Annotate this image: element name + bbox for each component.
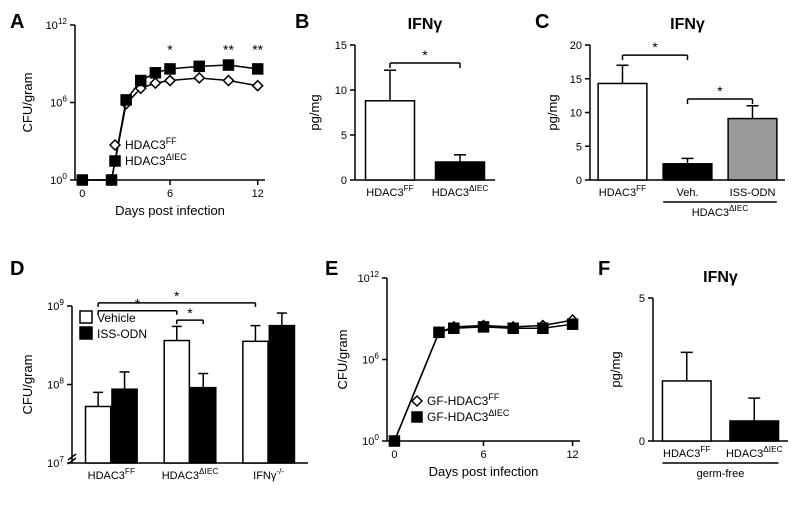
figure: { "panels": { "A": { "label": "A", "type…	[0, 0, 800, 523]
panel-c-svg: IFNγ 0 5 10 15 20 HDAC3FF Veh. ISS-ODN * * HDAC3ΔIE…	[535, 5, 795, 245]
svg-text:HDAC3FF: HDAC3FF	[663, 445, 710, 460]
svg-text:5: 5	[576, 141, 582, 153]
svg-text:HDAC3ΔIEC: HDAC3ΔIEC	[432, 184, 489, 199]
panel-f-svg: IFNγ 0 5 HDAC3FF HDAC3ΔIEC germ-free pg/mg	[598, 258, 798, 520]
svg-text:6: 6	[480, 449, 486, 461]
panel-label-c: C	[535, 11, 549, 34]
svg-text:*: *	[135, 296, 141, 312]
svg-text:IFNγ: IFNγ	[408, 16, 443, 33]
svg-text:100: 100	[50, 172, 67, 187]
svg-text:6: 6	[167, 188, 173, 200]
svg-text:Vehicle: Vehicle	[97, 311, 136, 325]
svg-text:*: *	[174, 288, 180, 304]
svg-text:pg/mg: pg/mg	[545, 94, 560, 130]
svg-text:Days post infection: Days post infection	[115, 203, 225, 218]
svg-text:*: *	[652, 39, 658, 55]
svg-text:5: 5	[341, 130, 347, 142]
svg-text:20: 20	[570, 40, 582, 52]
svg-text:CFU/gram: CFU/gram	[20, 355, 35, 415]
svg-text:CFU/gram: CFU/gram	[335, 330, 350, 390]
svg-text:0: 0	[576, 175, 582, 187]
svg-text:CFU/gram: CFU/gram	[20, 73, 35, 133]
svg-text:ISS-ODN: ISS-ODN	[730, 187, 776, 199]
svg-text:ISS-ODN: ISS-ODN	[97, 327, 147, 341]
svg-text:germ-free: germ-free	[697, 468, 745, 480]
svg-text:100: 100	[362, 433, 379, 448]
svg-text:IFNγ-/-: IFNγ-/-	[253, 467, 284, 482]
panel-e-svg: 100 106 1012 0 6 12 GF-HDAC3FFGF-HDAC3ΔIEC CFU/…	[325, 258, 590, 520]
svg-text:15: 15	[335, 40, 347, 52]
svg-text:*: *	[422, 47, 428, 63]
svg-text:107: 107	[47, 455, 64, 470]
panel-label-b: B	[295, 11, 309, 34]
panel-label-f: F	[598, 258, 610, 281]
svg-text:pg/mg: pg/mg	[608, 351, 623, 387]
panel-c: C IFNγ 0 5 10 15 20 HDAC3FF Veh. ISS-ODN * * HDAC3Δ…	[535, 5, 795, 245]
svg-text:Days post infection: Days post infection	[429, 464, 539, 479]
svg-text:HDAC3ΔIEC: HDAC3ΔIEC	[692, 204, 749, 219]
panel-d: D 107108109HDAC3FFHDAC3ΔIECIFNγ-/-***Veh…	[10, 258, 315, 520]
panel-e: E 100 106 1012 0 6 12 GF-HDAC3FFGF-HDAC3ΔIEC CF…	[325, 258, 590, 520]
svg-text:0: 0	[639, 436, 645, 448]
svg-text:109: 109	[47, 298, 64, 313]
svg-text:*: *	[187, 305, 193, 321]
panel-b-svg: IFNγ 0 5 10 15 HDAC3FF HDAC3ΔIEC * pg/mg	[295, 5, 510, 245]
svg-text:*: *	[167, 42, 173, 58]
svg-text:GF-HDAC3ΔIEC: GF-HDAC3ΔIEC	[427, 408, 510, 424]
svg-text:0: 0	[79, 188, 85, 200]
svg-text:106: 106	[50, 95, 67, 110]
svg-text:10: 10	[570, 108, 582, 120]
svg-text:HDAC3FF: HDAC3FF	[599, 184, 646, 199]
svg-text:IFNγ: IFNγ	[670, 16, 705, 33]
svg-text:Veh.: Veh.	[676, 187, 698, 199]
panel-label-d: D	[10, 258, 24, 281]
svg-text:106: 106	[362, 352, 379, 367]
panel-label-e: E	[325, 258, 338, 281]
svg-text:GF-HDAC3FF: GF-HDAC3FF	[427, 392, 500, 408]
svg-text:HDAC3FF: HDAC3FF	[366, 184, 413, 199]
svg-text:HDAC3ΔIEC: HDAC3ΔIEC	[726, 445, 783, 460]
svg-text:**: **	[252, 42, 263, 58]
svg-text:12: 12	[252, 188, 264, 200]
panel-d-svg: 107108109HDAC3FFHDAC3ΔIECIFNγ-/-***Vehic…	[10, 258, 315, 520]
svg-text:IFNγ: IFNγ	[703, 269, 738, 286]
svg-text:*: *	[717, 83, 723, 99]
panel-f: F IFNγ 0 5 HDAC3FF HDAC3ΔIEC germ-free pg/mg	[598, 258, 798, 520]
svg-text:1012: 1012	[358, 270, 380, 285]
svg-text:108: 108	[47, 377, 64, 392]
svg-text:12: 12	[566, 449, 578, 461]
panel-a: A 10010610120612*****HDAC3FFHDAC3ΔIECCFU…	[10, 5, 275, 245]
svg-text:1012: 1012	[46, 17, 68, 32]
svg-text:15: 15	[570, 74, 582, 86]
svg-text:0: 0	[341, 175, 347, 187]
svg-text:HDAC3ΔIEC: HDAC3ΔIEC	[125, 152, 187, 168]
svg-text:0: 0	[391, 449, 397, 461]
svg-text:10: 10	[335, 85, 347, 97]
panel-a-svg: 10010610120612*****HDAC3FFHDAC3ΔIECCFU/g…	[10, 5, 275, 245]
svg-text:HDAC3ΔIEC: HDAC3ΔIEC	[162, 467, 219, 482]
svg-text:5: 5	[639, 293, 645, 305]
panel-b: B IFNγ 0 5 10 15 HDAC3FF HDAC3ΔIEC * pg/mg	[295, 5, 510, 245]
svg-text:HDAC3FF: HDAC3FF	[125, 136, 177, 152]
svg-text:pg/mg: pg/mg	[307, 94, 322, 130]
svg-text:**: **	[223, 42, 234, 58]
panel-label-a: A	[10, 11, 24, 34]
svg-text:HDAC3FF: HDAC3FF	[88, 467, 135, 482]
